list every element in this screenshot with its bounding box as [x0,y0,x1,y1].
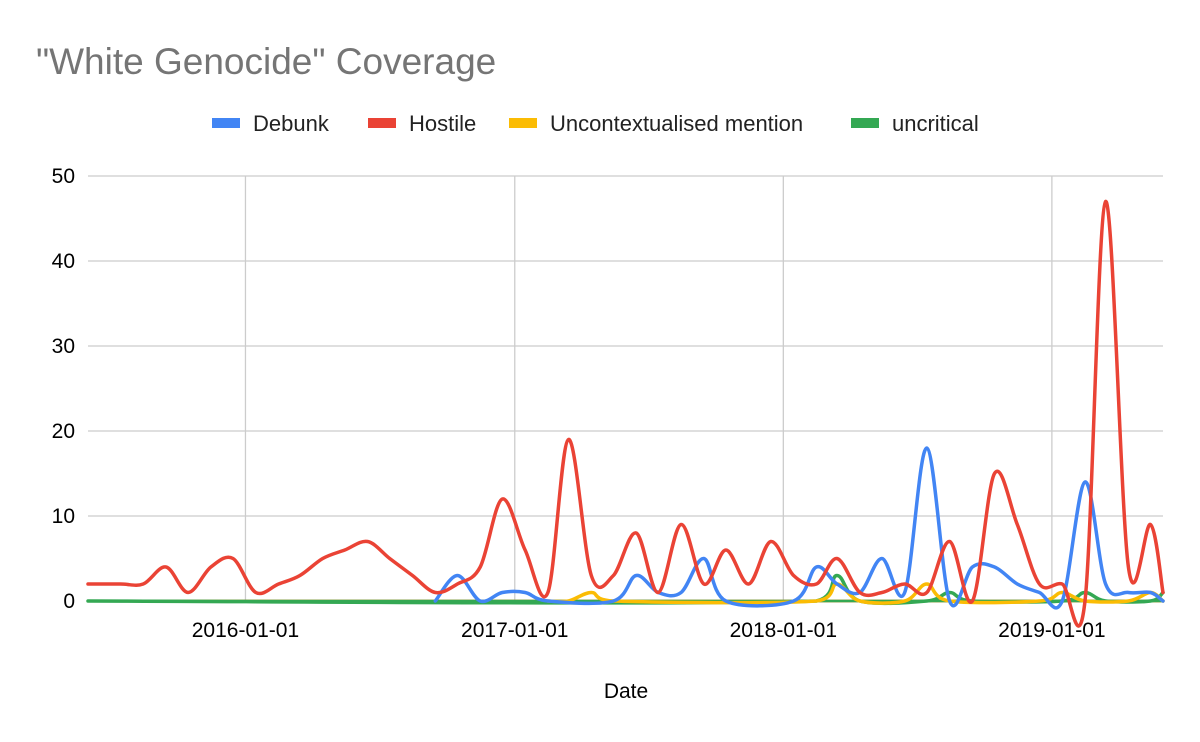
legend-label: uncritical [892,111,979,136]
hostile-series-line [86,199,1165,628]
legend-swatch [368,118,396,128]
x-tick-label: 2019-01-01 [998,619,1105,642]
x-axis-title: Date [604,680,648,703]
legend-swatch [212,118,240,128]
legend-label: Hostile [409,111,476,136]
y-tick-label: 10 [52,505,75,528]
chart-title: "White Genocide" Coverage [36,41,496,82]
y-tick-label: 50 [52,165,75,188]
y-tick-label: 40 [52,250,75,273]
legend-label: Uncontextualised mention [550,111,803,136]
uncontextualised-mention-series-line [546,582,1165,605]
legend: Debunk Hostile Uncontextualised mention unc… [212,111,979,136]
gridlines [88,175,1163,601]
legend-swatch [509,118,537,128]
plot-area [86,199,1165,628]
y-tick-label: 20 [52,420,75,443]
x-tick-label: 2017-01-01 [461,619,568,642]
legend-label: Debunk [253,111,330,136]
y-tick-label: 0 [63,590,75,613]
x-tick-label: 2018-01-01 [730,619,837,642]
legend-swatch [851,118,879,128]
x-tick-label: 2016-01-01 [192,619,299,642]
axis-ticks: 0 10 20 30 40 50 2016-01-01 2017-01-01 2018-01-0… [52,165,1106,642]
y-tick-label: 30 [52,335,75,358]
debunk-series-line [433,446,1165,610]
